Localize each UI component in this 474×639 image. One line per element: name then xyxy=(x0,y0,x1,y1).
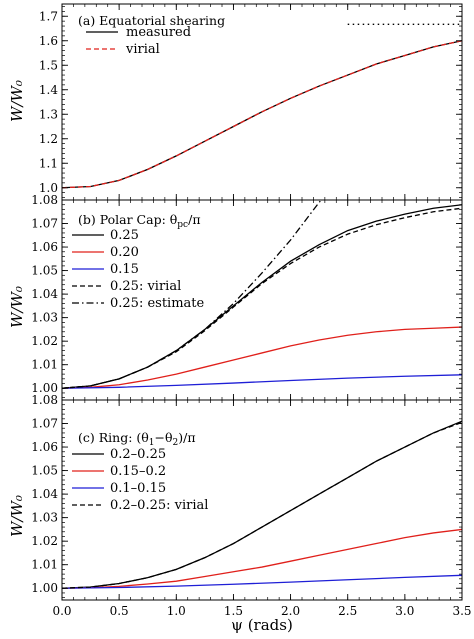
panel-c-legend-label-3: 0.2–0.25: virial xyxy=(110,498,208,513)
panel-a-series-0 xyxy=(62,40,462,189)
panel-b-ytick-label: 1.06 xyxy=(31,240,58,254)
panel-a: 1.0 1.1 1.2 1.3 1.4 1.5 1.6 1.7 measured virial xyxy=(39,3,463,201)
panel-c-xtick-label: 1.5 xyxy=(224,604,243,618)
panel-c-series-3 xyxy=(62,421,462,589)
panel-b-ylabel: W/W₀ xyxy=(8,286,26,328)
panel-c-ytick-label: 1.01 xyxy=(31,558,58,572)
panel-a-series-1 xyxy=(62,40,462,189)
panel-b-ytick-label: 1.05 xyxy=(31,264,58,278)
panel-b-legend-label-2: 0.15 xyxy=(110,262,139,277)
panel-a-ytick-label: 1.6 xyxy=(39,34,58,48)
panel-b-series-2 xyxy=(62,374,462,389)
panel-a-ytick-label: 1.1 xyxy=(39,156,58,170)
panel-c-ytick-label: 1.03 xyxy=(31,511,58,525)
panel-a-title: (a) Equatorial shearing xyxy=(78,13,225,28)
panel-c-legend-label-2: 0.1–0.15 xyxy=(110,481,166,496)
panel-a-ytick-label: 1.5 xyxy=(39,58,58,72)
panel-b-title-sub: pc xyxy=(177,220,188,230)
panel-b-legend-label-0: 0.25 xyxy=(110,228,139,243)
panel-c-ytick-label: 1.06 xyxy=(31,440,58,454)
panel-c-ytick-label: 1.08 xyxy=(31,393,58,407)
panel-c-ytick-label: 1.00 xyxy=(31,581,58,595)
panel-a-ytick-label: 1.3 xyxy=(39,107,58,121)
panel-b: 1.00 1.01 1.02 1.03 1.04 1.05 1.06 1.07 1.08 0.25… xyxy=(31,193,463,401)
panel-a-legend-label-1: virial xyxy=(125,42,160,57)
panel-b-ytick-label: 1.03 xyxy=(31,311,58,325)
panel-c-title-main: (c) Ring: (θ xyxy=(78,430,149,445)
panel-c-series-1 xyxy=(62,528,462,589)
panel-b-series-1 xyxy=(62,326,462,389)
panel-c-title-tail: )/π xyxy=(178,430,195,445)
panel-b-title: (b) Polar Cap: θpc/π xyxy=(78,212,201,230)
panel-a-frame xyxy=(61,3,463,201)
panel-c-series-2 xyxy=(62,574,462,589)
panel-c-xtick-label: 3.0 xyxy=(395,604,414,618)
panel-a-ytick-label: 1.4 xyxy=(39,83,58,97)
panel-c-title-sub1: 1 xyxy=(149,438,155,448)
panel-c-xtick-label: 2.0 xyxy=(281,604,300,618)
panel-c-ytick-label: 1.07 xyxy=(31,417,58,431)
panel-a-ytick-label: 1.2 xyxy=(39,132,58,146)
panel-c: 1.001.011.021.031.041.051.061.071.080.0 0… xyxy=(31,393,471,618)
panel-b-title-tail: /π xyxy=(188,212,200,227)
panel-c-xtick-label: 2.5 xyxy=(338,604,357,618)
panel-c-ytick-label: 1.05 xyxy=(31,464,58,478)
panel-c-frame xyxy=(61,399,463,601)
panel-b-ytick-label: 1.04 xyxy=(31,287,58,301)
panel-c-title-sub2: 2 xyxy=(173,438,179,448)
x-axis-title: ψ (rads) xyxy=(231,616,293,634)
panel-c-title-mid: −θ xyxy=(155,430,173,445)
panel-b-legend-label-3: 0.25: virial xyxy=(110,279,181,294)
panel-c-xtick-label: 1.0 xyxy=(167,604,186,618)
panel-c-legend-label-1: 0.15–0.2 xyxy=(110,464,166,479)
panel-b-legend-label-4: 0.25: estimate xyxy=(110,296,205,311)
panel-a-legend-label-0: measured xyxy=(126,25,191,40)
panel-b-series-4 xyxy=(62,200,322,389)
panel-b-ytick-label: 1.08 xyxy=(31,193,58,207)
panel-c-xtick-label: 0.0 xyxy=(52,604,71,618)
panel-b-ytick-label: 1.02 xyxy=(31,334,58,348)
panel-c-ytick-label: 1.02 xyxy=(31,534,58,548)
panel-b-ytick-label: 1.01 xyxy=(31,358,58,372)
panel-c-xtick-label: 0.5 xyxy=(110,604,129,618)
panel-b-title-main: (b) Polar Cap: θ xyxy=(78,212,177,227)
panel-a-ylabel: W/W₀ xyxy=(8,80,26,122)
panel-c-legend-label-0: 0.2–0.25 xyxy=(110,447,166,462)
panel-c-ylabel: W/W₀ xyxy=(8,495,26,537)
panel-b-ytick-label: 1.07 xyxy=(31,217,58,231)
panel-c-xtick-label: 3.5 xyxy=(452,604,471,618)
panel-a-ytick-label: 1.7 xyxy=(39,9,58,23)
panel-b-legend-label-1: 0.20 xyxy=(110,245,139,260)
panel-a-ytick-label: 1.0 xyxy=(39,181,58,195)
panel-c-title: (c) Ring: (θ1−θ2)/π xyxy=(78,430,196,448)
panel-b-ytick-label: 1.00 xyxy=(31,381,58,395)
panel-c-ytick-label: 1.04 xyxy=(31,487,58,501)
